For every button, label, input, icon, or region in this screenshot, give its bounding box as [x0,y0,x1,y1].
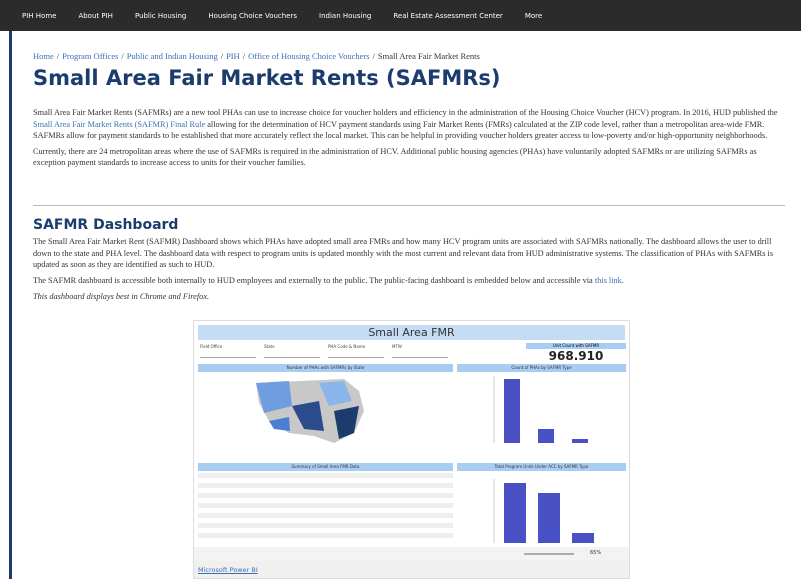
breadcrumb-separator: / [242,51,246,61]
paragraph: The Small Area Fair Market Rent (SAFMR) … [33,237,774,270]
breadcrumb-separator: / [372,51,375,61]
nav-item[interactable]: PIH Home [22,11,57,20]
nav-item[interactable]: About PIH [78,11,113,20]
text: Small Area Fair Market Rents (SAFMRs) ar… [33,108,778,117]
embedded-dashboard[interactable]: Small Area FMR Unit Count with SAFMR 968… [193,320,630,579]
breadcrumb-current: Small Area Fair Market Rents [377,51,480,61]
filter-label: MTW [392,344,402,349]
breadcrumb: Home / Program Offices / Public and Indian H… [33,51,480,61]
text: The SAFMR dashboard is accessible both i… [33,275,595,285]
kpi-value: 968.910 [548,349,604,363]
text: . [621,275,624,285]
link[interactable]: Small Area Fair Market Rents (SAFMR) Fin… [33,119,206,129]
filter-box[interactable] [328,351,384,358]
breadcrumb-separator: / [121,51,124,61]
table-rows [198,473,453,538]
powerbi-link[interactable]: Microsoft Power BI [198,566,258,574]
filter-box[interactable] [200,351,256,358]
breadcrumb-link[interactable]: Home [33,51,54,61]
filter-label: State [264,344,275,349]
dashboard-title: Small Area FMR [198,325,625,340]
breadcrumb-link[interactable]: Program Offices [62,51,119,61]
panel-header: Count of PHAs by SAFMR Type [457,364,626,372]
text: allowing for the determination of HCV pa… [33,119,768,141]
nav-item[interactable]: Indian Housing [319,11,372,20]
paragraph: Small Area Fair Market Rents (SAFMRs) ar… [33,107,785,142]
paragraph: Currently, there are 24 metropolitan are… [33,146,757,168]
note: This dashboard displays best in Chrome a… [33,292,210,302]
breadcrumb-link[interactable]: Office of Housing Choice Vouchers [248,51,370,61]
panel-header: Summary of Small Area FMR Data [198,463,453,471]
kpi-label: Unit Count with SAFMR [526,343,626,349]
nav-item[interactable]: Housing Choice Vouchers [208,11,298,20]
page-title: Small Area Fair Market Rents (SAFMRs) [33,66,501,90]
nav-item[interactable]: Real Estate Assessment Center [393,11,503,20]
divider [33,205,785,206]
section-heading: SAFMR Dashboard [33,217,179,233]
zoom-level: 65% [590,550,602,556]
intro: Small Area Fair Market Rents (SAFMRs) ar… [33,107,785,169]
panel-header: Number of PHAs with SAFMRs by State [198,364,453,372]
panel-header: Total Program Units Under ACC by SAFMR T… [457,463,626,471]
link[interactable]: this link [594,275,622,285]
breadcrumb-link[interactable]: Public and Indian Housing [126,51,218,61]
filter-label: Field Office [200,344,223,349]
bar-chart [493,376,594,543]
filter-box[interactable] [392,351,448,358]
nav-bar: PIH Home About PIH Public Housing Housing C… [0,0,801,31]
map [256,379,364,443]
breadcrumb-link[interactable]: PIH [226,51,240,61]
nav-item[interactable]: More [524,11,543,20]
kpi: Unit Count with SAFMR 968.910 [456,343,626,363]
dashboard-graphics [194,376,629,578]
filter-label: PHA Code & Name [328,344,366,349]
dashboard-text: The Small Area Fair Market Rent (SAFMR) … [33,236,785,303]
nav-item[interactable]: Public Housing [134,11,187,20]
paragraph: The SAFMR dashboard is accessible both i… [33,275,785,287]
breadcrumb-separator: / [56,51,60,61]
breadcrumb-separator: / [220,51,224,61]
left-border [9,31,12,579]
filter-box[interactable] [264,351,320,358]
